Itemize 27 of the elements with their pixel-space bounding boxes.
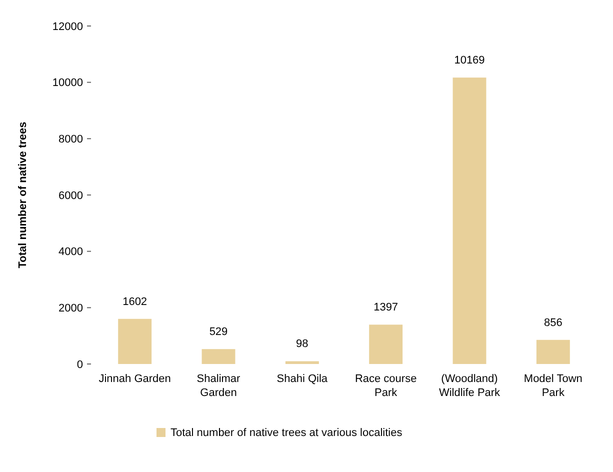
y-tick-label: 8000 <box>58 134 83 146</box>
y-tick-label: 0 <box>76 358 83 371</box>
y-tick-label: 6000 <box>58 190 83 202</box>
bar <box>536 340 570 364</box>
x-tick-label: Race course Park <box>354 373 417 399</box>
x-tick-label: Shahi Qila <box>276 373 328 385</box>
y-axis-title: Total number of native trees <box>17 122 29 268</box>
x-tick-label: Jinnah Garden <box>98 373 171 385</box>
bar <box>285 361 319 364</box>
bar <box>369 324 403 364</box>
data-label: 1602 <box>122 296 148 308</box>
y-tick-label: 4000 <box>58 246 83 258</box>
data-label: 529 <box>209 326 228 338</box>
y-tick-label: 12000 <box>52 20 83 33</box>
data-label: 1397 <box>374 302 398 314</box>
data-label: 98 <box>296 338 308 350</box>
y-tick-label: 10000 <box>52 77 83 90</box>
data-label: 10169 <box>454 54 485 67</box>
x-tick-label: (Woodland) Wildlife Park <box>438 373 501 399</box>
y-tick-label: 2000 <box>58 302 83 315</box>
bar <box>118 318 152 364</box>
bar <box>452 78 486 364</box>
x-tick-label: Model Town Park <box>524 373 582 399</box>
data-label: 856 <box>544 316 562 329</box>
legend-label: Total number of native trees at various localities <box>170 427 403 439</box>
x-tick-label: Shalimar Garden <box>196 373 241 399</box>
bar <box>202 349 236 364</box>
